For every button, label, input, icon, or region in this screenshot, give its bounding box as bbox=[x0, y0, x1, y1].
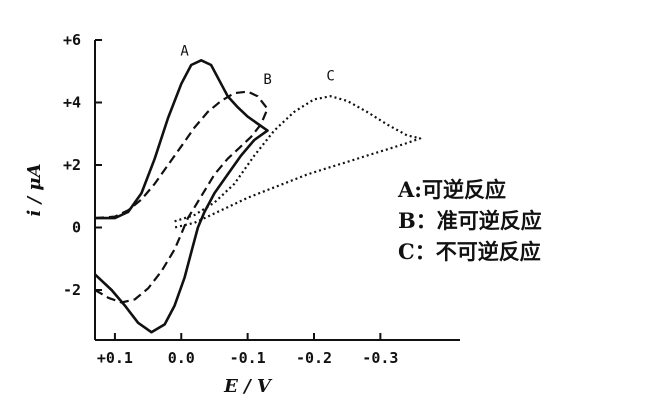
y-tick-label-1: +4 bbox=[63, 94, 81, 112]
ticks bbox=[95, 39, 382, 340]
tick-labels: +6 +4 +2 0 -2 +0.1 0.0 -0.1 -0.2 -0.3 bbox=[63, 31, 398, 367]
series-line-b bbox=[94, 90, 269, 304]
x-tick-label-1: 0.0 bbox=[168, 349, 195, 367]
legend-entry-a: A:可逆反应 bbox=[398, 177, 507, 202]
legend-entry-b: B：准可逆反应 bbox=[398, 208, 542, 233]
curve-labels: A B C bbox=[180, 44, 334, 88]
y-tick-label-4: -2 bbox=[63, 281, 81, 299]
legend-entry-c: C：不可逆反应 bbox=[398, 239, 541, 264]
curve-label-c: C bbox=[326, 69, 334, 85]
y-tick-label-2: +2 bbox=[63, 156, 81, 174]
x-tick-label-4: -0.3 bbox=[362, 349, 398, 367]
series-line-c bbox=[174, 95, 422, 229]
x-tick-label-3: -0.2 bbox=[296, 349, 332, 367]
y-tick-label-3: 0 bbox=[72, 219, 81, 237]
x-tick-label-0: +0.1 bbox=[97, 349, 133, 367]
x-tick-label-2: -0.1 bbox=[230, 349, 266, 367]
series-lines bbox=[94, 59, 422, 334]
y-axis-title: i / μA bbox=[24, 163, 45, 216]
y-tick-label-0: +6 bbox=[63, 31, 81, 49]
x-axis-title: E / V bbox=[223, 376, 273, 397]
series-line-a bbox=[94, 59, 269, 334]
curve-label-b: B bbox=[263, 72, 271, 88]
legend: A:可逆反应 B：准可逆反应 C：不可逆反应 bbox=[398, 174, 542, 267]
curve-label-a: A bbox=[180, 44, 189, 60]
